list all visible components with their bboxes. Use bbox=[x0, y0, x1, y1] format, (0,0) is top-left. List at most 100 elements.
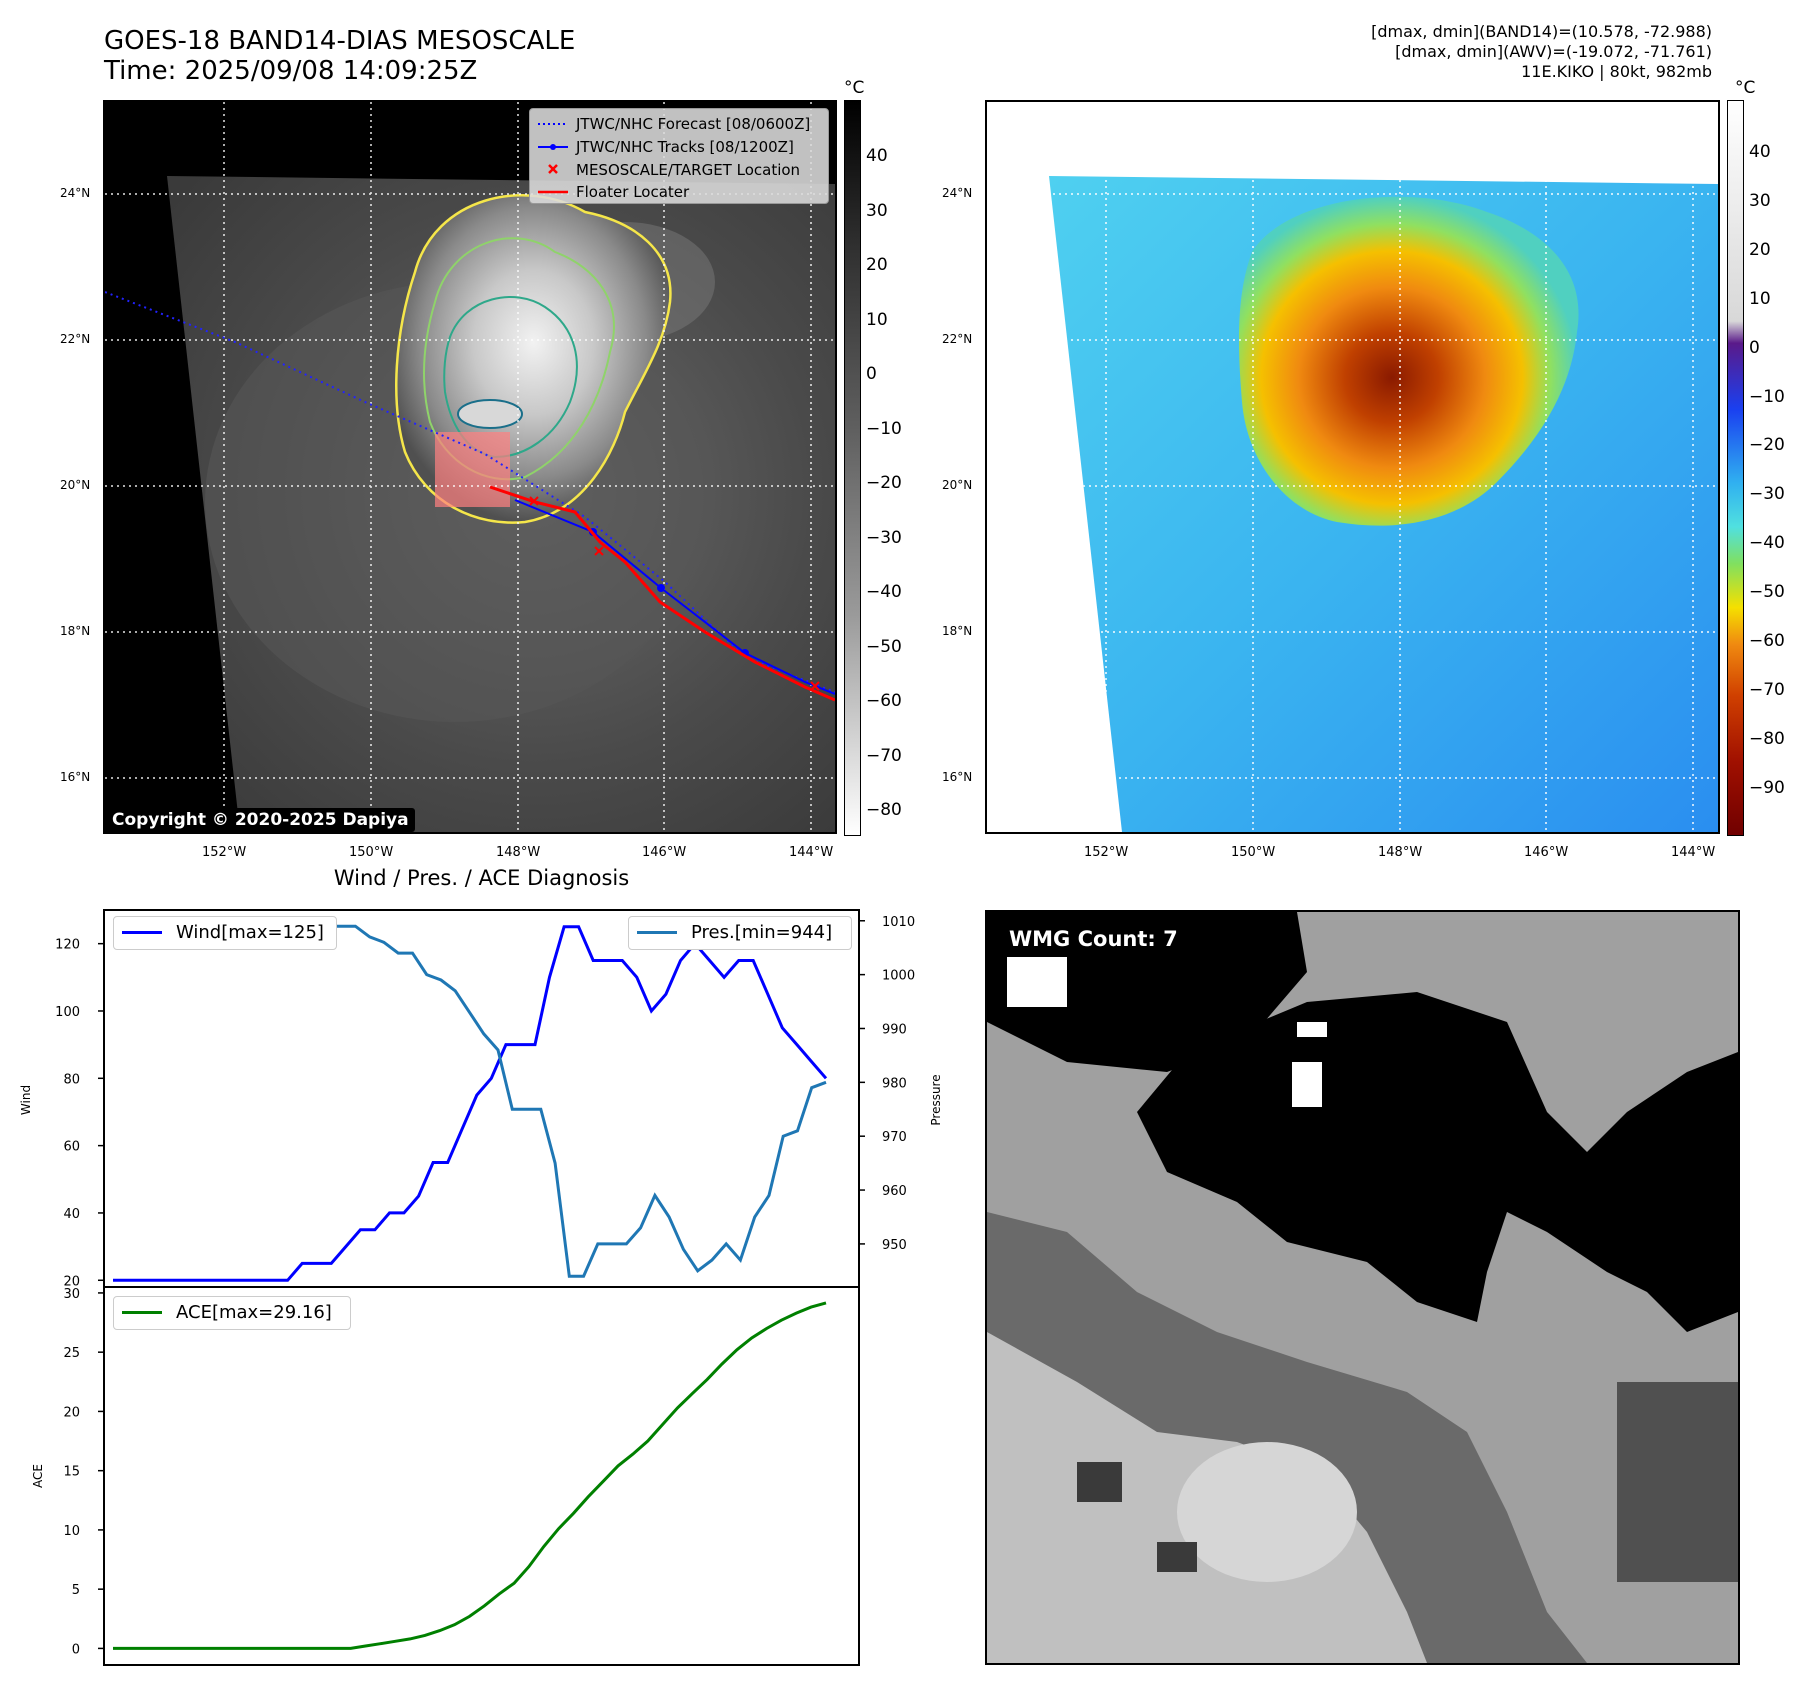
colorbar-tick-label: −10 bbox=[1749, 386, 1785, 407]
axis-tick-label: 5 bbox=[72, 1583, 80, 1598]
ace-series-line bbox=[113, 1301, 827, 1650]
colorbar-awv bbox=[1727, 100, 1744, 836]
wmg-count-badge: WMG Count: 7 bbox=[1001, 924, 1186, 954]
lat-label: 20°N bbox=[60, 478, 91, 492]
colorbar-tick-label: −60 bbox=[1749, 631, 1785, 651]
ace-legend-swatch bbox=[122, 1311, 162, 1314]
wind-series-line bbox=[113, 925, 828, 1282]
colorbar-tick-label: 30 bbox=[866, 200, 888, 221]
colorbar-tick-label: 0 bbox=[1749, 337, 1760, 358]
axis-tick-label: 100 bbox=[55, 1005, 80, 1020]
wind-pres-plot-frame bbox=[103, 909, 860, 1288]
colorbar-tick-label: 40 bbox=[866, 146, 888, 166]
colorbar-tick-label: −20 bbox=[1749, 435, 1785, 456]
colorbar-unit: °C bbox=[1735, 78, 1756, 98]
pressure-legend-swatch bbox=[637, 931, 677, 934]
colorbar-tick-label: −80 bbox=[866, 800, 902, 820]
colorbar-tick-label: −50 bbox=[866, 636, 902, 657]
lon-label: 148°W bbox=[1378, 845, 1423, 860]
colorbar-tick-label: −90 bbox=[1749, 777, 1785, 798]
colorbar-tick-label: −30 bbox=[866, 527, 902, 548]
lon-label: 144°W bbox=[789, 845, 834, 860]
map-gridlines bbox=[105, 102, 835, 832]
info-line3: 11E.KIKO | 80kt, 982mb bbox=[1521, 62, 1712, 81]
lon-label: 146°W bbox=[642, 845, 687, 860]
figure-title-line1: GOES-18 BAND14-DIAS MESOSCALE bbox=[104, 26, 576, 56]
awv-imagery bbox=[987, 102, 1718, 832]
axis-tick-label: 970 bbox=[882, 1130, 907, 1145]
ace-axis-ticks: 0 5 10 15 20 25 30 bbox=[63, 1287, 104, 1657]
axis-tick-label: 25 bbox=[63, 1346, 80, 1361]
pressure-legend: Pres.[min=944] bbox=[628, 916, 852, 950]
axis-tick-label: 40 bbox=[63, 1207, 80, 1222]
floater-locater-track bbox=[489, 485, 835, 702]
contour-core bbox=[457, 399, 523, 429]
wmg-black-region bbox=[1137, 992, 1738, 1332]
axis-tick-label: 20 bbox=[63, 1274, 80, 1289]
map-legend: JTWC/NHC Forecast [08/0600Z] JTWC/NHC Tr… bbox=[529, 108, 829, 204]
wmg-imagery bbox=[987, 912, 1738, 1663]
colorbar-tick-label: −80 bbox=[1749, 728, 1785, 749]
wind-legend-label: Wind[max=125] bbox=[176, 922, 324, 943]
contour-yellow bbox=[395, 194, 672, 524]
colorbar-tick-label: −30 bbox=[1749, 484, 1785, 505]
lat-label: 24°N bbox=[942, 186, 973, 200]
lat-label: 16°N bbox=[942, 770, 973, 784]
colorbar-tick-label: −50 bbox=[1749, 582, 1785, 603]
axis-tick-label: 60 bbox=[63, 1140, 80, 1155]
wmg-white-region bbox=[1007, 957, 1067, 1007]
colorbar-grayscale bbox=[844, 100, 861, 836]
contour-teal bbox=[443, 296, 578, 459]
lat-label: 18°N bbox=[942, 624, 973, 638]
info-line1: [dmax, dmin](BAND14)=(10.578, -72.988) bbox=[1371, 22, 1712, 41]
colorbar-tick-label: −70 bbox=[1749, 679, 1785, 700]
lat-label: 20°N bbox=[942, 478, 973, 492]
axis-tick-label: 990 bbox=[882, 1022, 907, 1037]
colorbar-tick-label: −40 bbox=[1749, 533, 1785, 554]
awv-map bbox=[985, 100, 1720, 834]
axis-tick-label: 960 bbox=[882, 1184, 907, 1199]
lon-label: 150°W bbox=[349, 845, 394, 860]
lon-label: 144°W bbox=[1671, 845, 1716, 860]
colorbar-tick-label: 20 bbox=[1749, 239, 1771, 260]
axis-tick-label: 950 bbox=[882, 1238, 907, 1253]
ir-satellite-map: JTWC/NHC Forecast [08/0600Z] JTWC/NHC Tr… bbox=[103, 100, 837, 834]
legend-tracks-label: JTWC/NHC Tracks [08/1200Z] bbox=[576, 138, 794, 156]
colorbar-tick-label: 40 bbox=[1749, 142, 1771, 162]
colorbar-tick-label: 10 bbox=[866, 309, 888, 330]
axis-tick-label: 80 bbox=[63, 1072, 80, 1087]
ace-legend-label: ACE[max=29.16] bbox=[176, 1302, 332, 1323]
colorbar-unit: °C bbox=[844, 78, 865, 98]
colorbar-tick-label: 20 bbox=[866, 255, 888, 275]
legend-target-label: MESOSCALE/TARGET Location bbox=[576, 161, 801, 179]
wmg-white-region bbox=[1292, 1062, 1322, 1107]
legend-floater-label: Floater Locater bbox=[576, 183, 690, 201]
pressure-axis-label: Pressure bbox=[929, 1074, 943, 1125]
colorbar-tick-label: 0 bbox=[866, 364, 877, 384]
colorbar-tick-label: −60 bbox=[866, 691, 902, 711]
ace-plot-frame bbox=[103, 1286, 860, 1666]
axis-tick-label: 10 bbox=[63, 1524, 80, 1539]
lat-label: 22°N bbox=[60, 332, 91, 346]
axis-tick-label: 30 bbox=[63, 1287, 80, 1302]
target-markers bbox=[529, 496, 820, 691]
colorbar-tick-label: −20 bbox=[866, 473, 902, 493]
awv-gridlines bbox=[987, 102, 1718, 832]
lon-label: 146°W bbox=[1524, 845, 1569, 860]
lon-label: 152°W bbox=[202, 845, 247, 860]
forecast-track bbox=[105, 291, 835, 693]
wind-legend-swatch bbox=[122, 931, 162, 934]
wmg-light-region bbox=[1177, 1442, 1357, 1582]
best-track bbox=[514, 499, 835, 695]
info-line2: [dmax, dmin](AWV)=(-19.072, -71.761) bbox=[1395, 42, 1712, 61]
axis-tick-label: 0 bbox=[72, 1642, 80, 1657]
ace-axis-label: ACE bbox=[31, 1464, 45, 1488]
contour-green bbox=[422, 237, 615, 481]
pressure-axis-ticks: 950 960 970 980 990 1000 1010 bbox=[859, 915, 915, 1253]
wind-axis-label: Wind bbox=[19, 1085, 33, 1115]
axis-tick-label: 1000 bbox=[882, 969, 915, 984]
colorbar-tick-label: −10 bbox=[866, 418, 902, 439]
wmg-panel: WMG Count: 7 bbox=[985, 910, 1740, 1665]
lon-label: 148°W bbox=[496, 845, 541, 860]
